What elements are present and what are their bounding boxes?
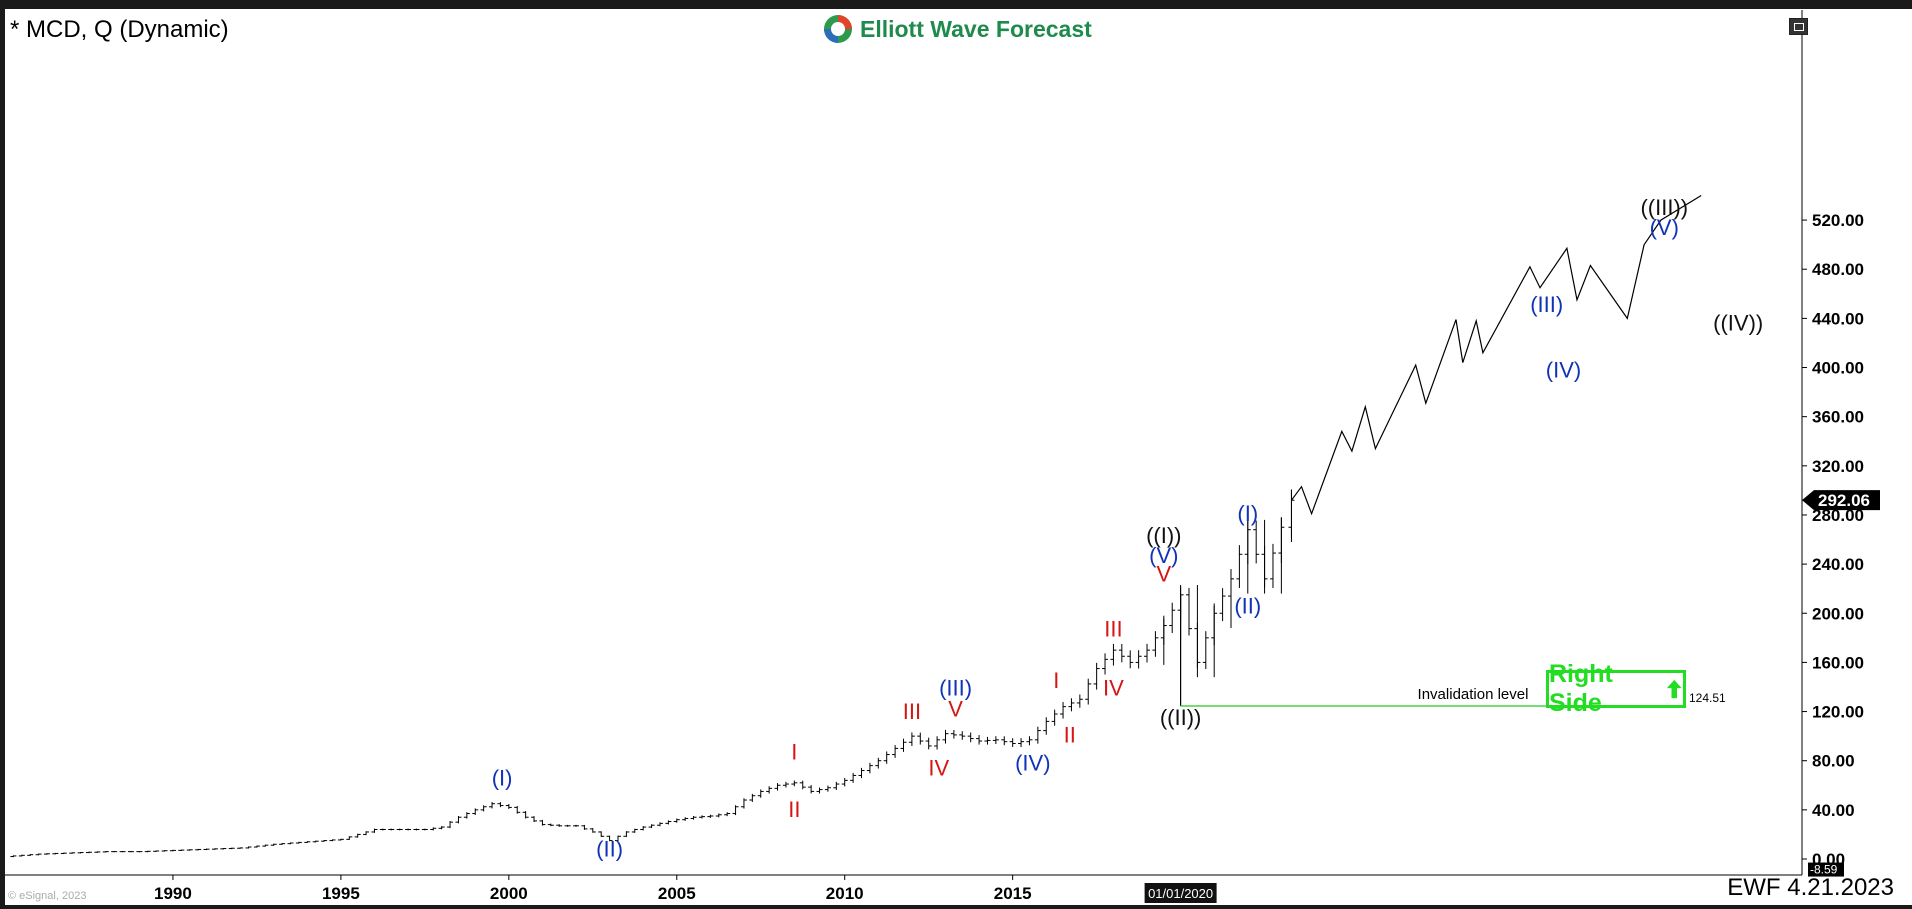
last-price-label: 292.06 — [1818, 491, 1870, 510]
y-tick-label: 320.00 — [1812, 457, 1864, 476]
projection-path — [1291, 194, 1702, 516]
y-tick-label: 200.00 — [1812, 604, 1864, 623]
invalidation-label: Invalidation level — [1418, 686, 1529, 703]
y-tick-label: 80.00 — [1812, 752, 1855, 771]
date-marker-label: 01/01/2020 — [1148, 886, 1213, 901]
axis-min-tag — [1808, 862, 1844, 877]
wave-label: IV — [1103, 676, 1124, 701]
logo-icon — [824, 15, 852, 43]
y-tick-label: 360.00 — [1812, 408, 1864, 427]
y-tick-label: 160.00 — [1812, 653, 1864, 672]
chart-title: * MCD, Q (Dynamic) — [10, 16, 229, 43]
wave-label: ((I)) — [1146, 523, 1181, 548]
wave-label: (IV) — [1015, 751, 1050, 776]
wave-label: V — [1156, 561, 1171, 586]
wave-label: ((III)) — [1640, 195, 1688, 220]
y-tick-label: 520.00 — [1812, 211, 1864, 230]
last-price-tag — [1802, 490, 1880, 511]
bottom-border — [0, 905, 1912, 909]
right-side-badge: Right Side — [1546, 660, 1686, 717]
invalidation-line-group: Invalidation level 124.51 — [1180, 686, 1726, 707]
x-tick-label: 2000 — [490, 884, 528, 903]
chart-axes: 0.0040.0080.00120.00160.00200.00240.0028… — [5, 10, 1880, 903]
wave-label: (III) — [1530, 292, 1563, 317]
wave-label: (V) — [1149, 543, 1178, 568]
projection-line — [1291, 194, 1702, 516]
wave-label: (II) — [596, 837, 623, 862]
y-tick-label: 120.00 — [1812, 703, 1864, 722]
wave-label: II — [1064, 722, 1076, 747]
wave-label: ((II)) — [1160, 705, 1202, 730]
x-tick-label: 1995 — [322, 884, 360, 903]
wave-label: (I) — [1237, 501, 1258, 526]
wave-label: (IV) — [1546, 357, 1581, 382]
wave-label: I — [1053, 668, 1059, 693]
left-border — [0, 0, 5, 909]
y-tick-label: 440.00 — [1812, 309, 1864, 328]
axis-min-label: -8.59 — [1810, 863, 1838, 877]
x-tick-label: 2010 — [826, 884, 864, 903]
right-side-label: Right Side — [1549, 660, 1613, 717]
wave-label: (I) — [492, 765, 513, 790]
price-bars — [10, 489, 1295, 858]
y-tick-label: 400.00 — [1812, 359, 1864, 378]
arrow-up-icon — [1667, 679, 1683, 699]
wave-label: III — [1104, 617, 1122, 642]
y-tick-label: 240.00 — [1812, 555, 1864, 574]
restore-window-icon[interactable] — [1789, 18, 1808, 35]
wave-label: ((IV)) — [1713, 311, 1763, 336]
invalidation-value: 124.51 — [1689, 691, 1726, 705]
wave-label: IV — [928, 755, 949, 780]
wave-label: I — [791, 739, 797, 764]
y-tick-label: 280.00 — [1812, 506, 1864, 525]
wave-label: III — [903, 699, 921, 724]
wave-label: II — [788, 797, 800, 822]
wave-label: (II) — [1234, 593, 1261, 618]
wave-label: (III) — [939, 676, 972, 701]
x-tick-label: 2015 — [994, 884, 1032, 903]
date-stamp: EWF 4.21.2023 — [1727, 874, 1894, 901]
date-marker-box — [1144, 883, 1217, 903]
wave-label: (V) — [1650, 215, 1679, 240]
copyright-text: © eSignal, 2023 — [8, 890, 87, 902]
wave-label: V — [948, 696, 963, 721]
y-tick-label: 40.00 — [1812, 801, 1855, 820]
y-tick-label: 480.00 — [1812, 260, 1864, 279]
wave-labels: (I)(II)IIIIIIIV(III)V(IV)IIIIIIIV((I))(V… — [492, 195, 1763, 861]
x-tick-label: 2005 — [658, 884, 696, 903]
brand-logo: Elliott Wave Forecast — [822, 12, 1092, 46]
x-tick-label: 1990 — [154, 884, 192, 903]
logo-text: Elliott Wave Forecast — [860, 15, 1092, 42]
top-border — [0, 0, 1912, 9]
